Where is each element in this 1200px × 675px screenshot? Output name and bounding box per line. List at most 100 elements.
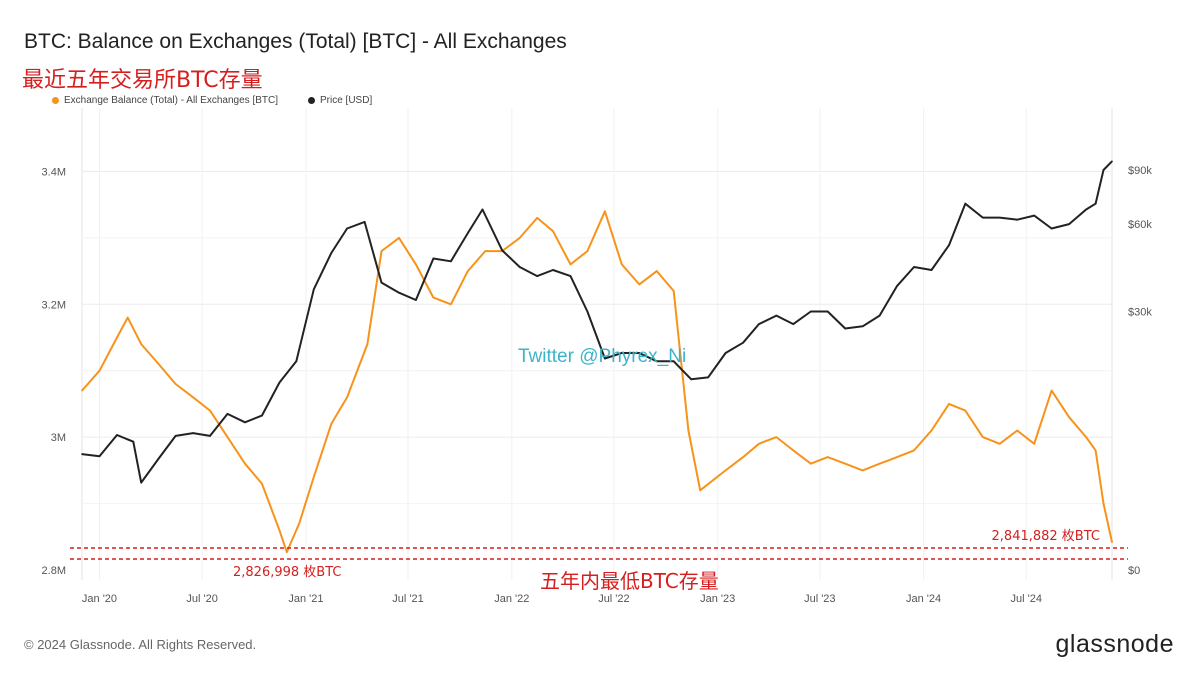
data-point-price — [81, 453, 83, 455]
data-point-price — [964, 202, 967, 205]
y-right-tick-label: $60k — [1128, 219, 1152, 231]
data-point-price — [518, 266, 521, 268]
data-point-exchange-balance — [536, 217, 539, 219]
copyright-text: © 2024 Glassnode. All Rights Reserved. — [24, 637, 257, 652]
data-point-exchange-balance — [450, 303, 452, 306]
data-point-price — [295, 360, 298, 363]
data-point-price — [140, 481, 143, 484]
data-point-price — [896, 285, 898, 287]
data-point-price — [330, 252, 333, 254]
data-point-price — [792, 323, 795, 325]
data-point-exchange-balance — [826, 456, 829, 458]
data-point-price — [604, 357, 606, 360]
data-point-exchange-balance — [1085, 436, 1087, 438]
data-point-price — [157, 457, 160, 460]
data-point-price — [209, 435, 211, 437]
data-point-exchange-balance — [1111, 541, 1113, 543]
data-point-exchange-balance — [261, 482, 263, 485]
watermark-twitter: Twitter @Phyrex_Ni — [518, 346, 686, 367]
data-point-exchange-balance — [586, 250, 589, 252]
annotation-layer: 2,826,998 枚BTC 2,841,882 枚BTC 五年内最低BTC存量 Tw… — [70, 346, 1128, 593]
series-layer — [81, 160, 1113, 554]
data-point-exchange-balance — [398, 237, 400, 239]
data-point-price — [244, 421, 246, 424]
data-point-price — [1068, 223, 1070, 225]
data-point-exchange-balance — [930, 429, 933, 432]
data-point-price — [313, 288, 315, 291]
data-point-exchange-balance — [330, 423, 333, 425]
data-point-exchange-balance — [982, 436, 984, 438]
data-point-exchange-balance — [298, 522, 300, 525]
data-point-price — [261, 414, 263, 417]
data-point-exchange-balance — [569, 263, 572, 266]
y-right-tick-label: $0 — [1128, 565, 1140, 577]
data-point-price — [844, 327, 846, 330]
data-point-exchange-balance — [380, 250, 383, 252]
data-point-exchange-balance — [244, 462, 246, 465]
data-point-price — [742, 341, 744, 344]
data-point-exchange-balance — [1050, 389, 1053, 392]
legend: Exchange Balance (Total) - All Exchanges… — [52, 95, 372, 106]
data-point-price — [174, 435, 177, 437]
data-point-price — [501, 249, 504, 252]
data-point-exchange-balance — [655, 270, 658, 272]
data-point-exchange-balance — [724, 469, 727, 472]
chart-title: BTC: Balance on Exchanges (Total) [BTC] … — [24, 30, 567, 53]
data-point-exchange-balance — [313, 476, 315, 478]
grid-layer — [81, 108, 1113, 580]
data-point-exchange-balance — [192, 396, 194, 399]
data-point-price — [415, 299, 417, 301]
data-point-price — [1050, 227, 1053, 230]
data-point-exchange-balance — [896, 456, 898, 458]
data-point-price — [432, 257, 435, 260]
data-point-exchange-balance — [346, 396, 348, 399]
data-point-exchange-balance — [1016, 429, 1019, 432]
data-point-exchange-balance — [140, 343, 143, 345]
data-point-exchange-balance — [1102, 502, 1105, 505]
x-tick-label: Jan '22 — [494, 593, 529, 605]
data-point-exchange-balance — [638, 283, 641, 286]
data-point-price — [655, 360, 658, 363]
legend-item-exchange-balance[interactable]: Exchange Balance (Total) - All Exchanges… — [52, 95, 278, 106]
data-point-exchange-balance — [809, 462, 812, 465]
data-point-price — [569, 275, 572, 277]
data-point-price — [467, 232, 469, 234]
data-point-price — [1033, 214, 1035, 217]
data-point-exchange-balance — [209, 409, 211, 412]
legend-item-price[interactable]: Price [USD] — [308, 95, 372, 106]
data-point-price — [930, 269, 933, 271]
data-point-price — [450, 260, 452, 263]
data-point-exchange-balance — [81, 389, 83, 392]
data-point-price — [775, 314, 778, 317]
x-tick-label: Jan '21 — [288, 593, 323, 605]
annotation-low-2024: 2,841,882 枚BTC — [992, 529, 1100, 544]
series-line-price — [81, 160, 1113, 484]
data-point-price — [552, 269, 554, 271]
data-point-price — [758, 323, 760, 325]
data-point-exchange-balance — [672, 290, 675, 292]
data-point-price — [398, 291, 400, 294]
data-point-exchange-balance — [126, 316, 129, 319]
data-point-price — [226, 413, 229, 415]
data-point-price — [1094, 202, 1097, 205]
data-point-exchange-balance — [792, 449, 795, 452]
data-point-price — [1102, 169, 1105, 171]
legend-label: Exchange Balance (Total) - All Exchanges… — [64, 95, 278, 106]
data-point-price — [116, 434, 118, 436]
series-line-exchange-balance — [81, 210, 1113, 554]
data-point-exchange-balance — [432, 296, 435, 299]
data-point-exchange-balance — [998, 442, 1001, 445]
data-point-price — [861, 325, 864, 328]
data-point-price — [998, 216, 1001, 219]
x-tick-label: Jul '21 — [392, 593, 423, 605]
data-point-price — [278, 381, 281, 384]
data-point-price — [638, 352, 641, 354]
data-point-exchange-balance — [484, 250, 487, 252]
legend-dot-icon — [308, 97, 315, 104]
data-point-price — [809, 310, 812, 313]
x-tick-label: Jan '23 — [700, 593, 735, 605]
y-right-tick-label: $30k — [1128, 307, 1152, 319]
annotation-band-label: 五年内最低BTC存量 — [540, 569, 719, 593]
data-point-price — [621, 352, 623, 354]
